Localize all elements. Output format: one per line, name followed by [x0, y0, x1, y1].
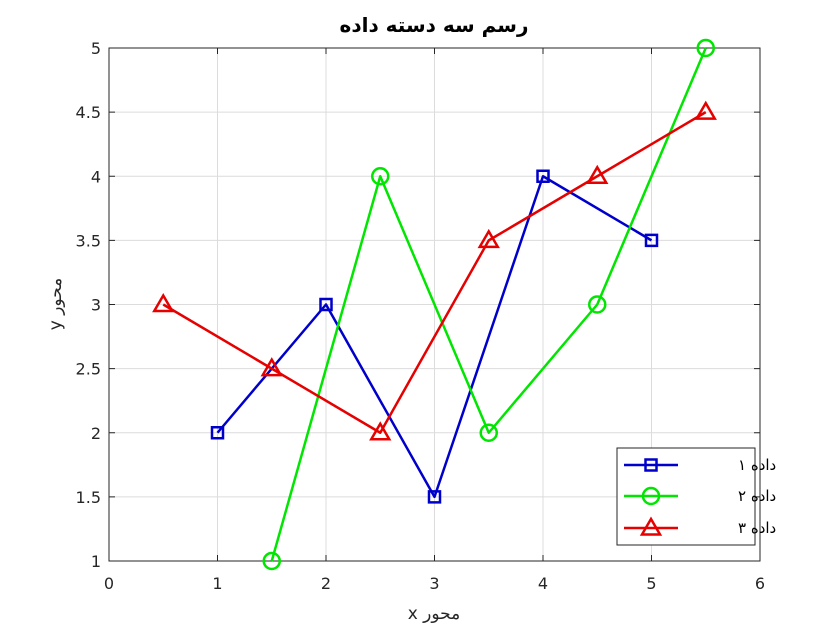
x-tick-label: 4	[538, 574, 548, 593]
x-tick-label: 6	[755, 574, 765, 593]
legend-label: داده ۱	[738, 456, 776, 474]
series-1-line	[216, 175, 653, 499]
series-1-point	[210, 426, 225, 440]
series-3-point	[152, 293, 175, 313]
y-tick-label: 2	[91, 424, 101, 443]
x-axis-label: محور x	[408, 604, 461, 624]
legend-label: داده ۳	[738, 519, 776, 537]
y-tick-label: 5	[91, 39, 101, 58]
series-3	[152, 100, 717, 441]
x-tick-label: 1	[212, 574, 222, 593]
legend-marker	[639, 516, 663, 536]
legend-marker	[641, 486, 661, 506]
series-2-point	[262, 551, 281, 571]
tick-layer: 0 1 2 3 4 5 611.522.533.544.55	[76, 39, 766, 593]
x-tick-label: 3	[429, 574, 439, 593]
y-tick-label: 4	[91, 167, 101, 186]
y-axis-label: محور y	[46, 278, 66, 331]
series-3-point	[260, 357, 283, 377]
series-3-line	[162, 111, 707, 434]
y-tick-label: 1	[91, 552, 101, 571]
series-3-point	[694, 100, 717, 120]
legend-items: داده ۱ داده ۲ داده ۳	[624, 456, 776, 537]
series-layer	[152, 38, 717, 571]
series-2	[262, 38, 715, 571]
legend-item-3: داده ۳	[624, 516, 776, 537]
series-2-point	[588, 295, 607, 314]
series-2-line	[270, 47, 707, 562]
y-tick-label: 4.5	[76, 103, 101, 122]
legend-label: داده ۲	[738, 487, 776, 505]
series-1-point	[319, 297, 333, 312]
series-1-point	[644, 233, 659, 248]
x-tick-label: 0	[104, 574, 114, 593]
x-tick-label: 5	[646, 574, 656, 593]
y-tick-label: 3	[91, 296, 101, 315]
x-tick-label: 2	[321, 574, 331, 593]
series-2-point	[479, 423, 498, 442]
y-tick-label: 3.5	[76, 231, 101, 250]
y-tick-label: 1.5	[76, 488, 101, 507]
series-3-point	[586, 164, 609, 184]
series-1	[210, 169, 659, 504]
legend-item-1: داده ۱	[624, 456, 776, 474]
series-3-point	[477, 228, 500, 249]
series-2-point	[696, 38, 715, 58]
series-3-point	[369, 421, 392, 441]
series-2-point	[371, 167, 390, 186]
legend: داده ۱ داده ۲ داده ۳	[616, 447, 776, 546]
series-1-point	[536, 169, 550, 183]
chart-title: رسم سه دسته داده	[340, 13, 529, 37]
y-tick-label: 2.5	[76, 360, 101, 379]
series-1-point	[427, 490, 442, 504]
legend-item-2: داده ۲	[624, 486, 776, 506]
legend-marker	[644, 458, 658, 472]
